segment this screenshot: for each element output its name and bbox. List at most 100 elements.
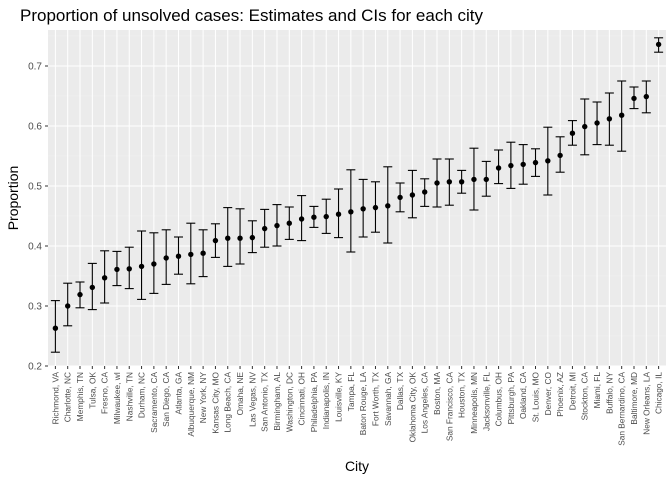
x-tick-label: Kansas City, MO <box>210 371 220 433</box>
x-tick-label: New York, NY <box>198 372 208 424</box>
data-point <box>323 213 329 220</box>
x-tick-label: Las Vegas, NV <box>247 372 257 427</box>
x-tick-label: Milwaukee, wI <box>112 372 122 424</box>
x-tick-label: Baton Rouge, LA <box>358 372 368 436</box>
x-tick-label: Columbus, OH <box>494 372 504 426</box>
y-tick-label: 0.2 <box>28 362 42 373</box>
x-tick-label: Oakland, CA <box>518 372 528 420</box>
data-point <box>237 235 243 241</box>
data-point <box>409 192 416 198</box>
x-tick-label: San Francisco, CA <box>444 372 454 442</box>
data-point <box>606 116 613 122</box>
data-point <box>446 179 453 185</box>
data-point <box>348 209 354 215</box>
minor-gridlines <box>48 35 666 337</box>
data-point <box>151 261 157 267</box>
data-point <box>298 216 305 222</box>
data-point <box>434 180 440 186</box>
x-tick-label: Houston, TX <box>457 372 467 418</box>
data-point <box>261 225 268 232</box>
data-point <box>335 211 342 217</box>
data-point <box>101 275 108 281</box>
y-axis-title: Proportion <box>5 166 21 231</box>
data-point <box>458 179 465 185</box>
data-point <box>89 284 96 291</box>
x-tick-label: Los Angeles, CA <box>420 372 430 434</box>
data-point <box>274 222 280 229</box>
data-point <box>557 152 563 159</box>
data-point <box>175 253 182 259</box>
x-tick-label: Fort Worth, TX <box>370 372 380 427</box>
x-tick-label: Albuquerque, NM <box>186 372 196 437</box>
x-tick-label: Detroit, MI <box>567 372 577 410</box>
x-axis-title: City <box>345 458 369 474</box>
x-tick-label: Indianapolis, IN <box>321 372 331 429</box>
x-tick-label: Denver, CO <box>543 371 553 415</box>
x-tick-label: Dallas, TX <box>395 372 405 411</box>
data-point <box>163 255 169 261</box>
data-point <box>372 204 379 211</box>
x-tick-label: Oklahoma City, OK <box>407 372 417 443</box>
x-tick-label: Phoenix, AZ <box>555 372 565 417</box>
y-tick-label: 0.5 <box>28 182 42 193</box>
data-point <box>138 263 145 270</box>
x-tick-label: Charlotte, NC <box>63 372 73 422</box>
data-point <box>643 93 650 100</box>
x-tick-label: Richmond, VA <box>50 372 60 425</box>
data-point <box>52 325 59 331</box>
x-tick-label: Louisville, KY <box>334 372 344 422</box>
data-points <box>52 41 662 331</box>
data-point <box>188 251 194 258</box>
x-axis: Richmond, VA Charlotte, NC Memphis, TN Tuls… <box>50 366 664 446</box>
x-tick-label: San Diego, CA <box>161 372 171 427</box>
data-point <box>483 176 489 183</box>
x-tick-label: Chicago, IL <box>654 372 664 414</box>
data-point <box>594 120 600 126</box>
data-point <box>618 112 625 118</box>
x-tick-label: Baltimore, MD <box>629 372 639 425</box>
x-tick-label: Savannah, GA <box>383 372 393 426</box>
plot-panel <box>48 30 666 366</box>
chart-title: Proportion of unsolved cases: Estimates … <box>20 6 484 25</box>
x-tick-label: Minneapolis, MN <box>469 372 479 434</box>
x-tick-label: Philadelphia, PA <box>309 372 319 433</box>
x-tick-label: Durham, NC <box>137 372 147 418</box>
y-tick-label: 0.4 <box>28 242 42 253</box>
data-point <box>471 176 477 183</box>
x-tick-label: Jacksonville, FL <box>481 372 491 431</box>
data-point <box>569 130 576 136</box>
x-tick-label: New Orleans, LA <box>641 372 651 435</box>
data-point <box>545 158 551 164</box>
data-point <box>64 303 71 309</box>
data-point <box>200 250 206 256</box>
data-point <box>286 220 292 226</box>
y-tick-label: 0.6 <box>28 122 42 133</box>
data-point <box>631 95 637 102</box>
x-tick-label: Washington, DC <box>284 372 294 432</box>
x-tick-label: Buffalo, NY <box>604 372 614 414</box>
x-tick-label: Pittsburgh, PA <box>506 372 516 425</box>
data-point <box>385 203 391 209</box>
x-tick-label: Sacramento, CA <box>149 372 159 433</box>
x-tick-label: San Antonio, TX <box>260 372 270 432</box>
data-point <box>225 235 231 241</box>
data-point <box>582 123 588 130</box>
x-tick-label: Boston, MA <box>432 372 442 415</box>
y-tick-label: 0.7 <box>28 62 42 73</box>
x-tick-label: Fresno, CA <box>100 372 110 414</box>
data-point <box>77 291 83 298</box>
y-axis: 0.2 0.3 0.4 0.5 0.6 0.7 <box>28 62 48 373</box>
data-point <box>508 162 514 169</box>
x-tick-label: Memphis, TN <box>75 372 85 421</box>
x-tick-label: Miami, FL <box>592 372 602 409</box>
data-point <box>249 234 256 241</box>
x-tick-label: Tulsa, OK <box>87 372 97 409</box>
y-tick-label: 0.3 <box>28 302 42 313</box>
data-point <box>397 194 403 201</box>
x-tick-label: Atlanta, GA <box>173 372 183 415</box>
x-tick-label: Omaha, NE <box>235 372 245 416</box>
x-tick-label: Long Beach, CA <box>223 372 233 433</box>
data-point <box>422 189 428 195</box>
